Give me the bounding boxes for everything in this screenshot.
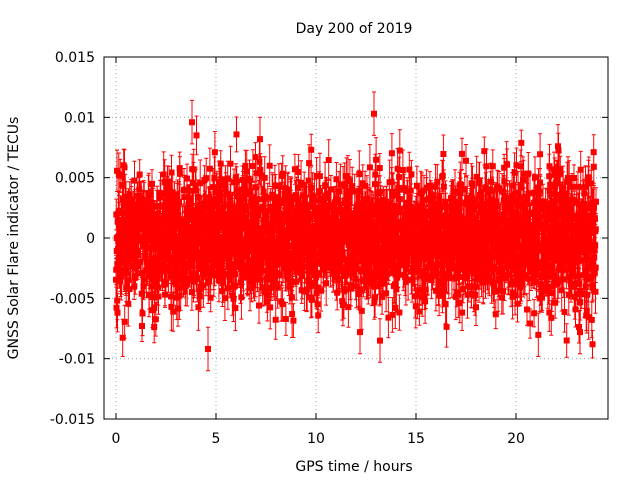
x-tick-label: 0: [112, 431, 121, 447]
y-tick-label: -0.01: [59, 352, 95, 368]
x-tick-label: 20: [507, 431, 525, 447]
y-tick-label: -0.015: [50, 412, 95, 428]
x-tick-label: 15: [407, 431, 425, 447]
y-tick-label: 0: [86, 231, 95, 247]
y-tick-label: 0.015: [55, 50, 95, 66]
x-axis-label: GPS time / hours: [295, 459, 412, 475]
x-tick-label: 5: [212, 431, 221, 447]
axis-ticks: 0 5 10 15 20 -0.015 -0.01 -0.005 0 0.005 0.01 0.015: [50, 50, 608, 447]
data-points: [113, 110, 599, 352]
y-axis-label: GNSS Solar Flare indicator / TECUs: [6, 117, 22, 360]
data-series: [113, 91, 599, 372]
y-tick-label: -0.005: [50, 291, 95, 307]
x-tick-label: 10: [307, 431, 325, 447]
y-tick-label: 0.005: [55, 171, 95, 187]
chart-title: Day 200 of 2019: [296, 21, 413, 37]
y-tick-label: 0.01: [64, 110, 95, 126]
